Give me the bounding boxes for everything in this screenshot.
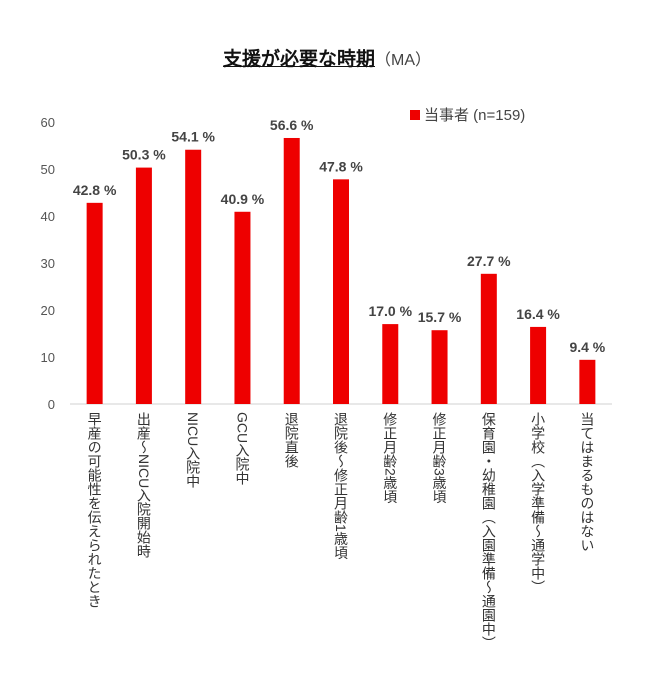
legend: 当事者 (n=159) — [410, 104, 525, 125]
data-label: 9.4 % — [569, 339, 605, 355]
legend-label: 当事者 (n=159) — [424, 107, 526, 124]
x-tick-label: 早産の可能性を伝えられたとき — [86, 412, 103, 608]
data-label: 27.7 % — [467, 253, 511, 269]
x-tick-label: 退院直後 — [283, 412, 300, 468]
data-label: 50.3 % — [122, 147, 166, 163]
data-label: 56.6 % — [270, 117, 314, 133]
y-tick-label: 40 — [41, 209, 55, 224]
data-label: 54.1 % — [171, 129, 215, 145]
data-label: 47.8 % — [319, 158, 363, 174]
data-label: 40.9 % — [221, 191, 265, 207]
title-sub: （MA） — [375, 52, 432, 69]
data-label: 15.7 % — [418, 309, 462, 325]
y-tick-label: 10 — [41, 350, 55, 365]
bar — [431, 330, 448, 404]
bar — [333, 179, 349, 404]
x-tick-label: GCU入院中 — [234, 412, 251, 486]
y-tick-label: 0 — [48, 397, 55, 412]
x-tick-label: 修正月齢3歳頃 — [431, 412, 448, 504]
x-tick-label: 出産～NICU入院開始時 — [135, 412, 152, 559]
x-tick-label: 当てはまるものはない — [579, 412, 596, 552]
x-tick-label: 小学校（入学準備～通学中） — [530, 412, 547, 594]
x-tick-label: 保育園・幼稚園（入園準備～通園中） — [480, 412, 497, 650]
legend-swatch — [410, 109, 420, 120]
bar — [480, 273, 497, 404]
title-main: 支援が必要な時期 — [222, 49, 375, 70]
x-tick-label: 退院後～修正月齢1歳頃 — [333, 412, 349, 560]
y-tick-label: 20 — [41, 303, 55, 318]
bar — [530, 326, 547, 404]
data-label: 42.8 % — [73, 182, 117, 198]
x-tick-label: 修正月齢2歳頃 — [382, 412, 399, 504]
y-tick-label: 60 — [41, 115, 55, 130]
x-tick-label: NICU入院中 — [185, 412, 202, 489]
y-tick-label: 30 — [41, 256, 55, 271]
bar — [382, 324, 399, 404]
data-label: 16.4 % — [516, 306, 560, 322]
bar — [86, 202, 103, 404]
data-label: 17.0 % — [368, 303, 412, 319]
chart-title: 支援が必要な時期（MA） — [0, 44, 654, 71]
bar — [135, 167, 152, 404]
bar — [185, 149, 202, 404]
bar — [579, 359, 596, 404]
y-tick-label: 50 — [41, 162, 55, 177]
bar — [283, 137, 300, 405]
bar — [234, 211, 251, 404]
